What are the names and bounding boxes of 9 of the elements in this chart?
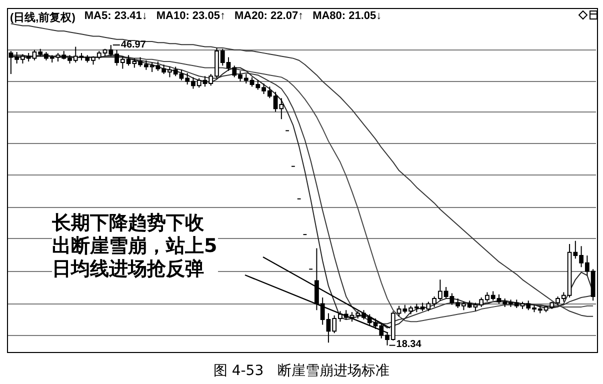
annotation: MA5: 23.41↓ [84,10,148,24]
annotation: 长期下降趋势下收出断崖雪崩，站上5日均线进场抢反弹 [52,212,218,281]
caption: 图 4-53 断崖雪崩进场标准 [212,362,391,380]
annotation: MA80: 21.05↓ [312,10,382,24]
chart-title: (日线,前复权) [10,10,76,25]
text: 46.97 [120,40,146,51]
annotation: MA10: 23.05↑ [156,10,226,24]
text: 18.34 [396,339,422,350]
annotation: MA20: 22.07↑ [234,10,304,24]
